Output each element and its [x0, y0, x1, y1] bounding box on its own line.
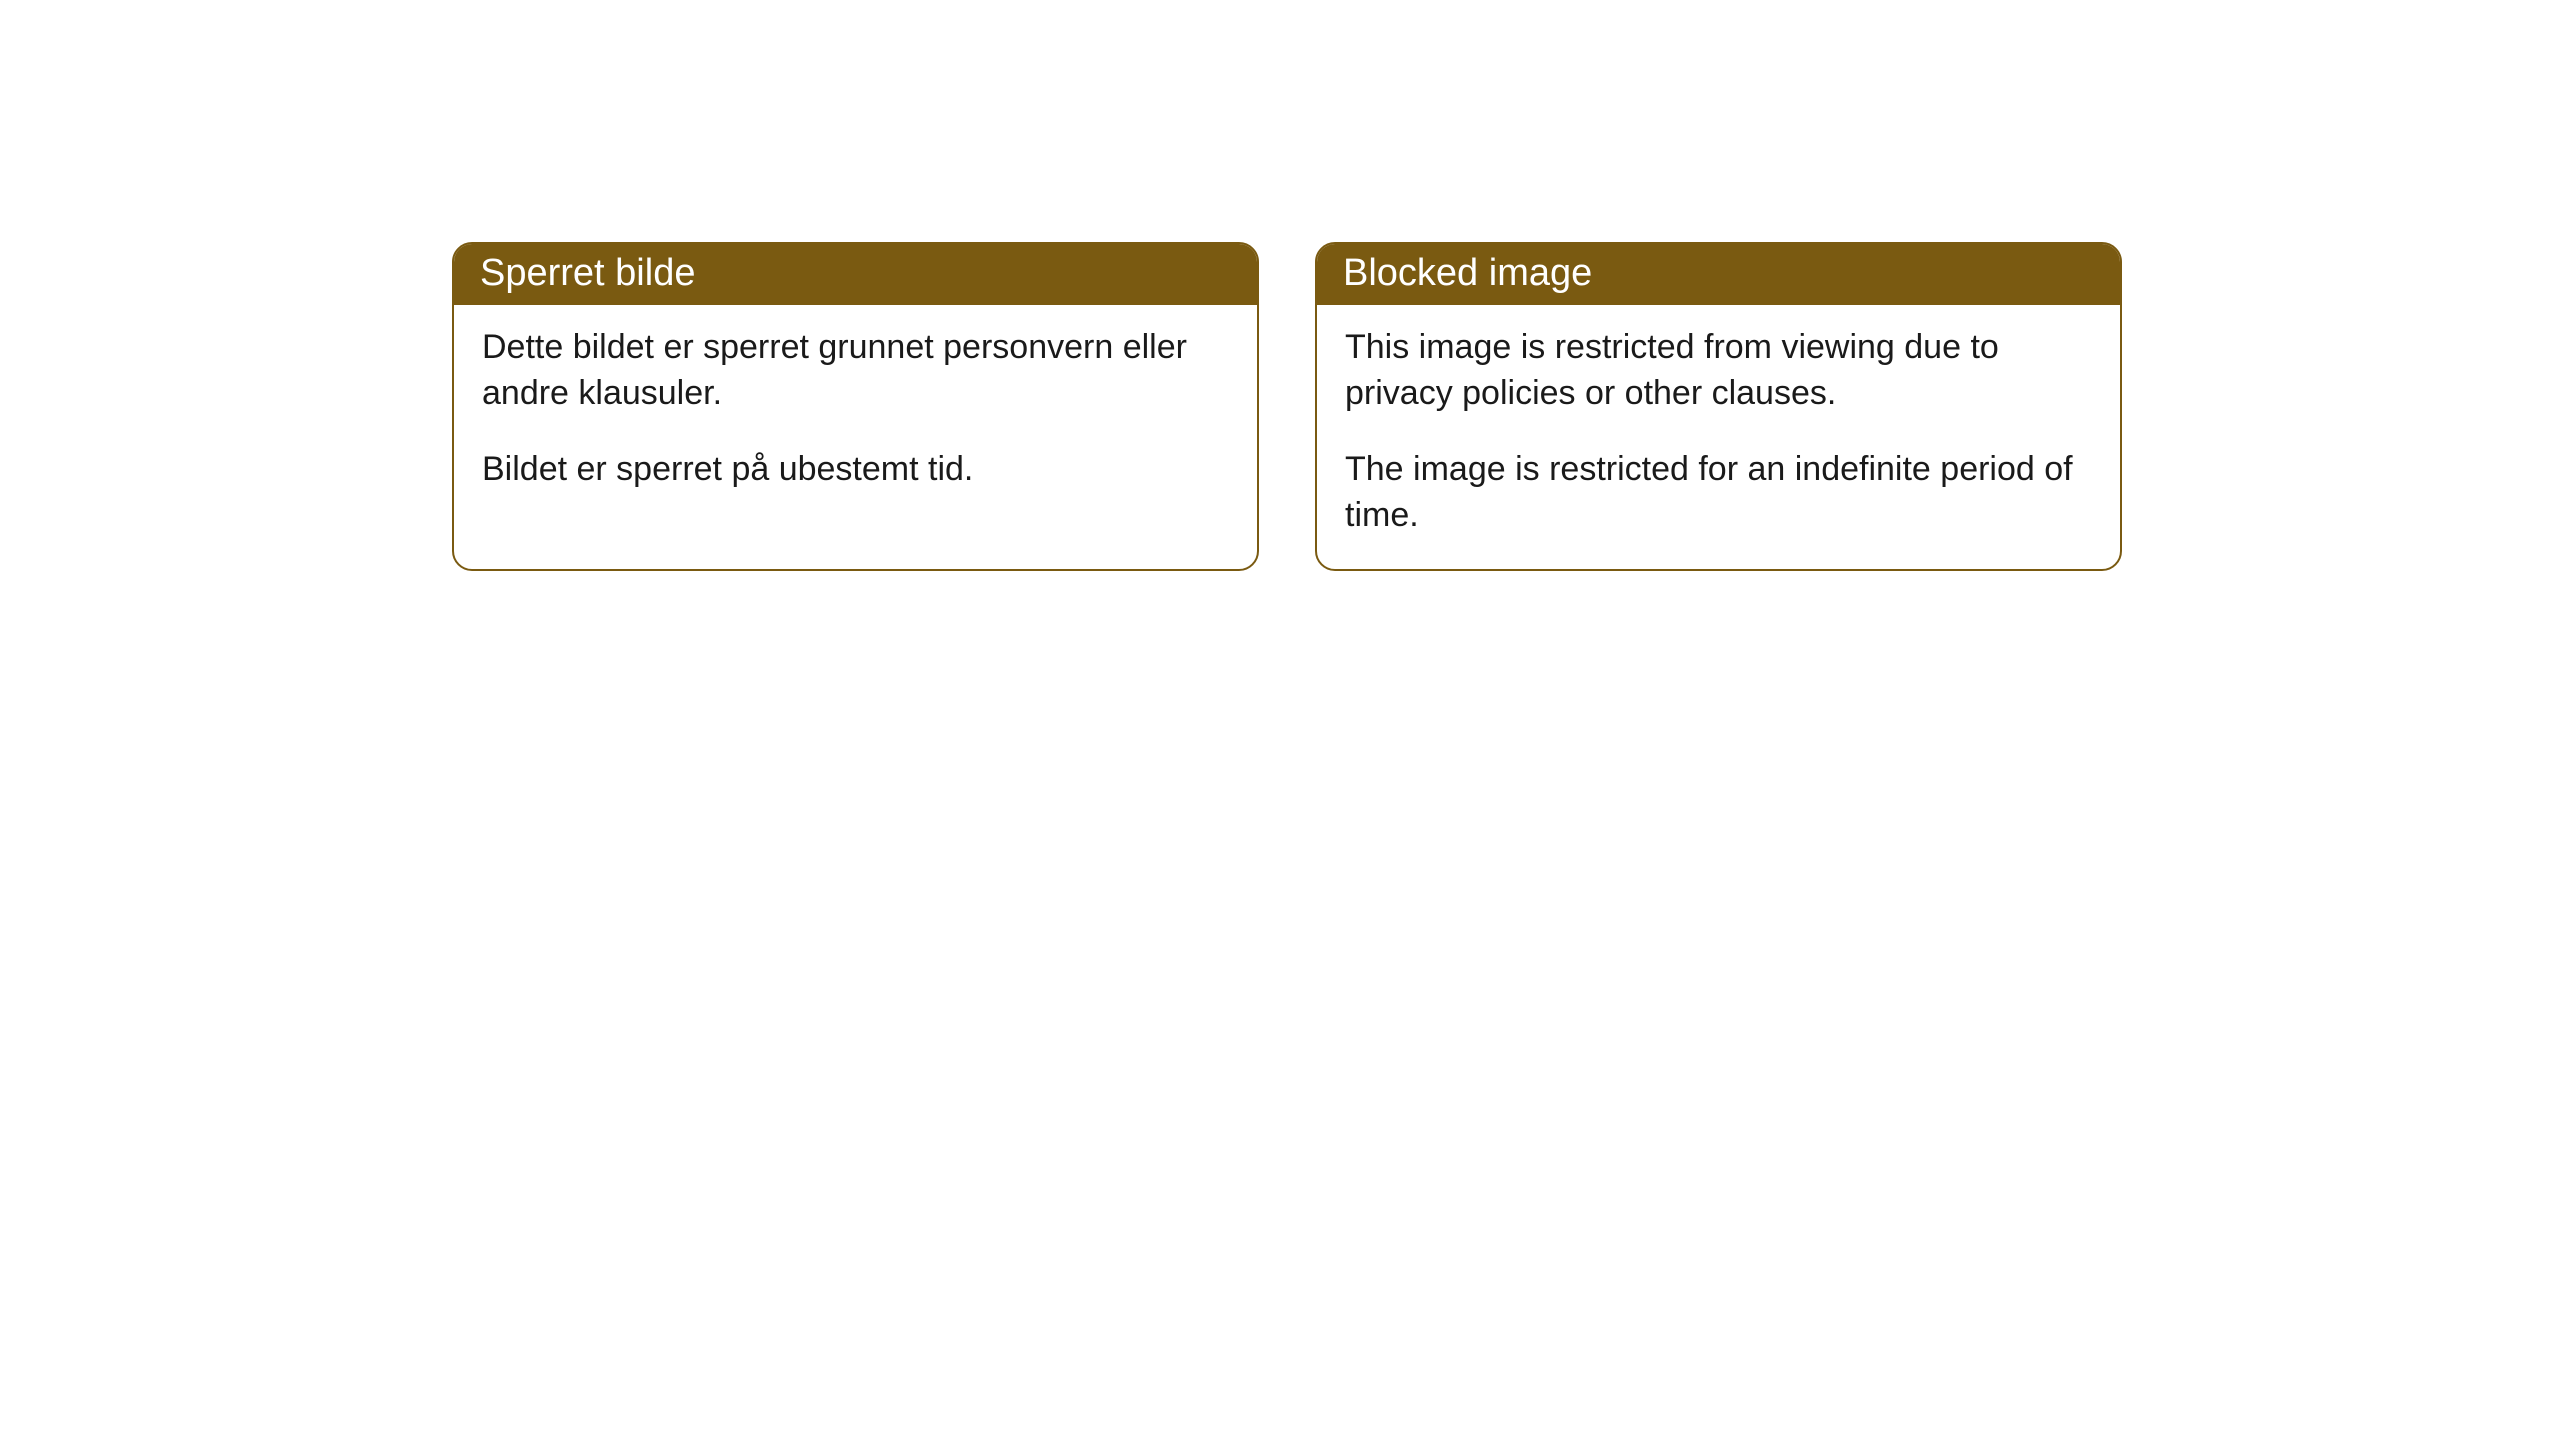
card-paragraph-1-english: This image is restricted from viewing du… [1345, 325, 2092, 417]
card-header-norwegian: Sperret bilde [454, 244, 1257, 305]
card-body-english: This image is restricted from viewing du… [1317, 305, 2120, 569]
cards-container: Sperret bilde Dette bildet er sperret gr… [0, 0, 2560, 571]
card-paragraph-2-norwegian: Bildet er sperret på ubestemt tid. [482, 447, 1229, 493]
card-english: Blocked image This image is restricted f… [1315, 242, 2122, 571]
card-norwegian: Sperret bilde Dette bildet er sperret gr… [452, 242, 1259, 571]
card-paragraph-2-english: The image is restricted for an indefinit… [1345, 447, 2092, 539]
card-header-english: Blocked image [1317, 244, 2120, 305]
card-paragraph-1-norwegian: Dette bildet er sperret grunnet personve… [482, 325, 1229, 417]
card-body-norwegian: Dette bildet er sperret grunnet personve… [454, 305, 1257, 523]
